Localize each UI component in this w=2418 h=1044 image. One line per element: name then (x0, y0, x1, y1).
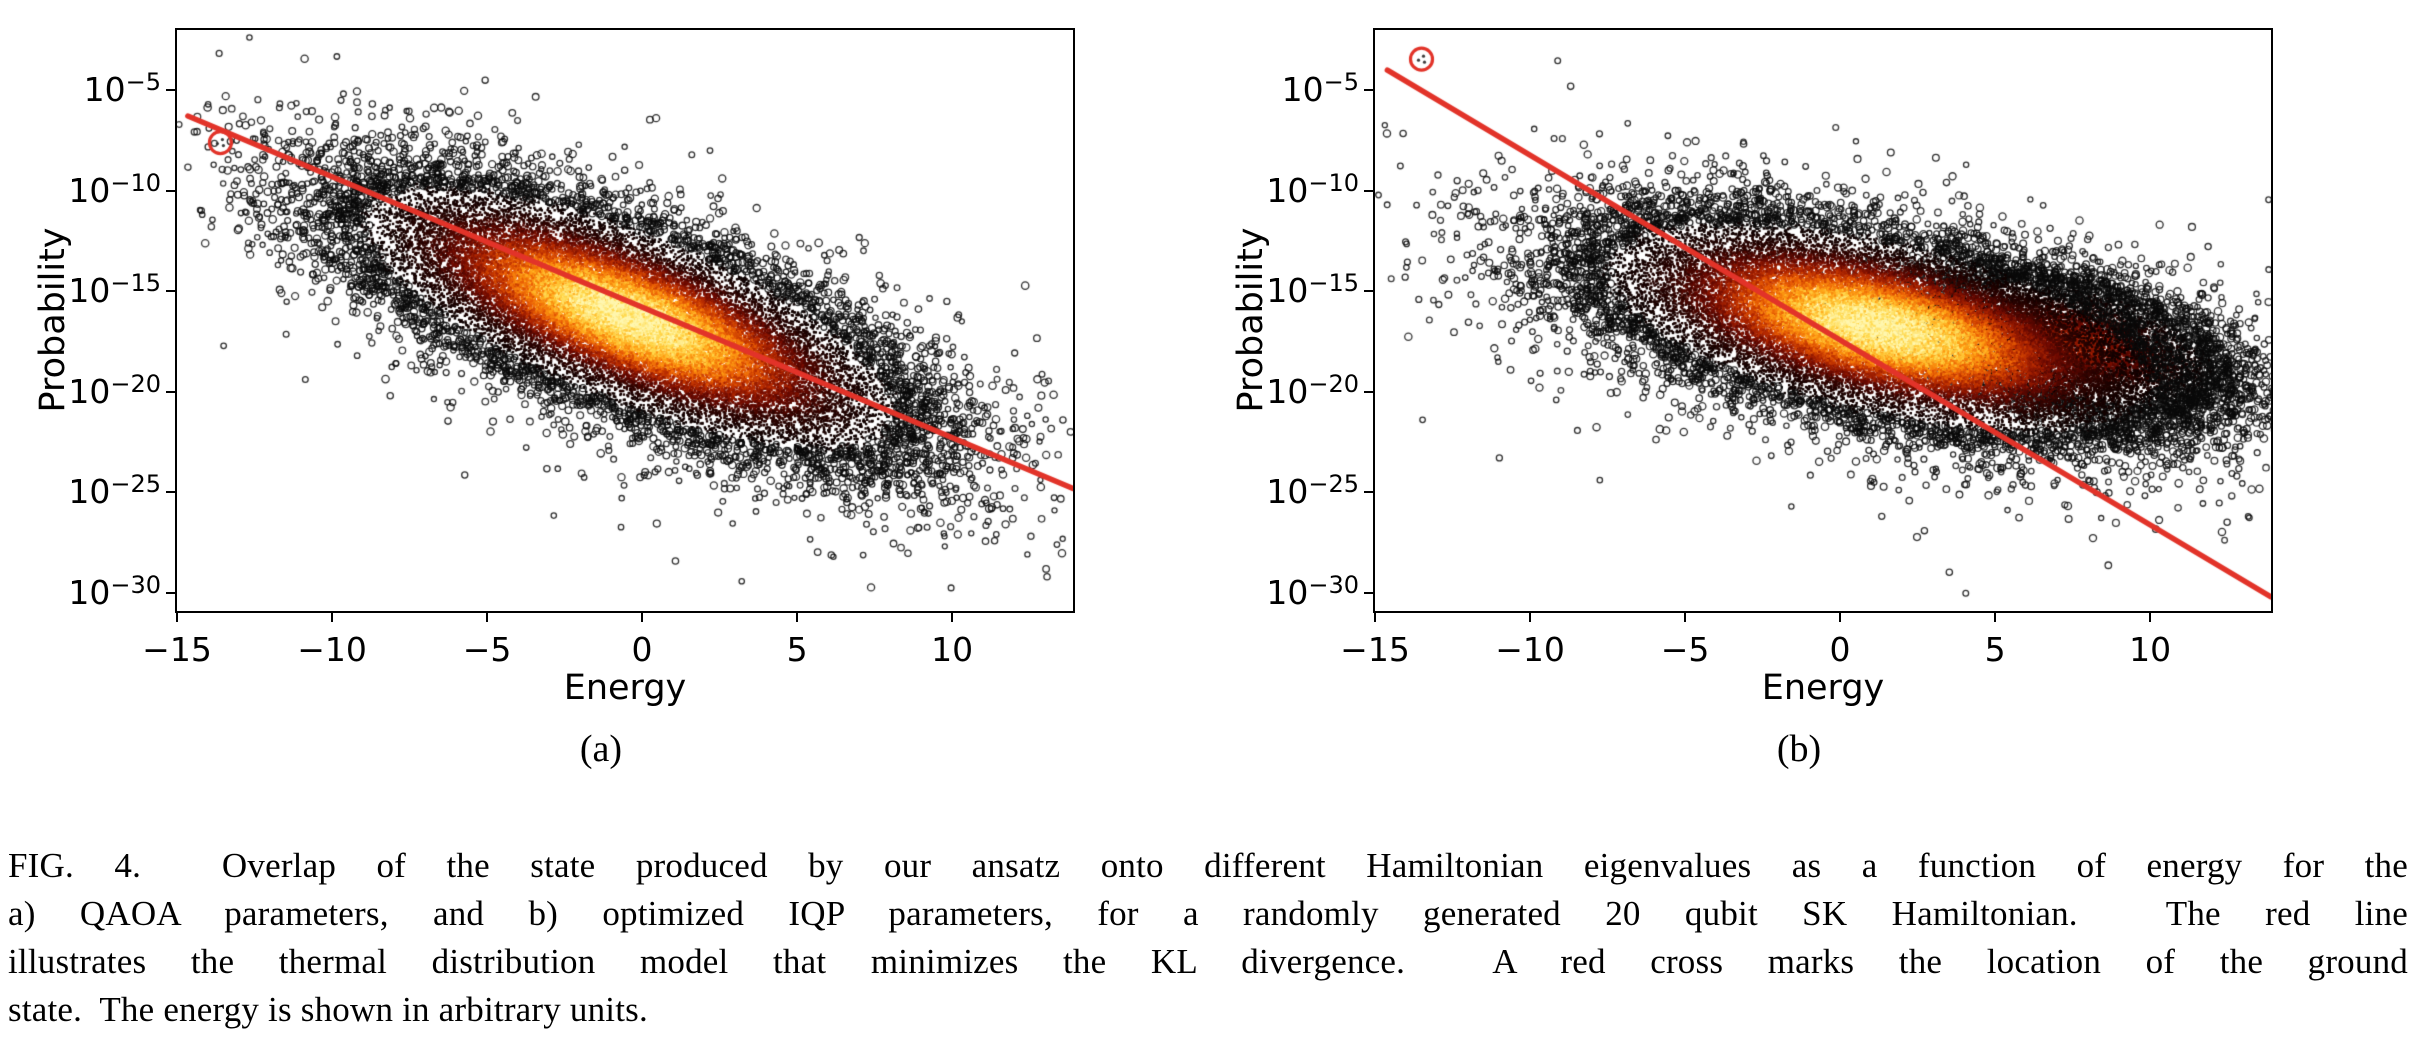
scatter-canvas-b (1375, 30, 2271, 611)
y-tick (166, 491, 175, 494)
caption-line: FIG. 4. Overlap of the state produced by… (8, 846, 2408, 885)
x-tick-label: 5 (786, 630, 808, 669)
x-tick-label: 5 (1984, 630, 2006, 669)
y-tick-label: 10−10 (1266, 168, 1359, 210)
subfig-label-a: (a) (579, 728, 623, 770)
y-tick-label: 10−20 (1266, 369, 1359, 411)
y-tick-label: 10−30 (68, 570, 161, 612)
x-tick (331, 613, 334, 622)
caption-line: a) QAOA parameters, and b) optimized IQP… (8, 894, 2408, 933)
caption-line: illustrates the thermal distribution mod… (8, 942, 2408, 981)
x-axis-label-b: Energy (1761, 668, 1885, 708)
y-tick-label: 10−20 (68, 369, 161, 411)
caption-line: state. The energy is shown in arbitrary … (8, 990, 648, 1029)
x-tick-label: −5 (462, 630, 512, 669)
x-tick (951, 613, 954, 622)
y-tick (1364, 189, 1373, 192)
y-tick-label: 10−10 (68, 168, 161, 210)
x-tick-label: −15 (1340, 630, 1410, 669)
y-tick-label: 10−25 (1266, 470, 1359, 512)
x-tick-label: 10 (2129, 630, 2172, 669)
y-tick-label: 10−5 (1281, 68, 1359, 110)
y-tick (1364, 591, 1373, 594)
x-tick (2149, 613, 2152, 622)
y-tick (1364, 491, 1373, 494)
y-tick (1364, 89, 1373, 92)
x-tick-label: 0 (1829, 630, 1851, 669)
x-tick (1994, 613, 1997, 622)
x-tick (1529, 613, 1532, 622)
x-tick (176, 613, 178, 622)
x-tick-label: 0 (631, 630, 653, 669)
y-tick (166, 390, 175, 393)
y-tick (1364, 390, 1373, 393)
x-tick-label: −10 (1495, 630, 1565, 669)
x-tick (1839, 613, 1842, 622)
y-tick (166, 591, 175, 594)
axes-b: Probability Energy (b) −15 −10 −5 0 5 10 10−5 1… (1231, 28, 2273, 770)
y-tick-label: 10−30 (1266, 570, 1359, 612)
x-tick-label: −5 (1660, 630, 1710, 669)
y-tick (166, 189, 175, 192)
x-axis-label-a: Energy (563, 668, 687, 708)
y-tick (166, 290, 175, 293)
x-tick-label: −15 (142, 630, 212, 669)
x-tick (486, 613, 489, 622)
y-tick-label: 10−5 (83, 68, 161, 110)
y-tick-label: 10−15 (68, 269, 161, 311)
x-tick-label: 10 (931, 630, 974, 669)
x-tick (1684, 613, 1687, 622)
x-tick (1374, 613, 1376, 622)
scatter-canvas-a (177, 30, 1073, 611)
y-tick (1364, 290, 1373, 293)
y-tick-label: 10−15 (1266, 269, 1359, 311)
subfig-label-b: (b) (1776, 728, 1822, 770)
figure-caption: FIG. 4. Overlap of the state produced by… (8, 842, 2408, 1034)
y-tick (166, 89, 175, 92)
x-tick (796, 613, 799, 622)
x-tick (641, 613, 644, 622)
x-tick-label: −10 (297, 630, 367, 669)
y-tick-label: 10−25 (68, 470, 161, 512)
axes-a: Probability Energy (a) −15 −10 −5 0 5 10 10−5 1… (33, 28, 1075, 770)
